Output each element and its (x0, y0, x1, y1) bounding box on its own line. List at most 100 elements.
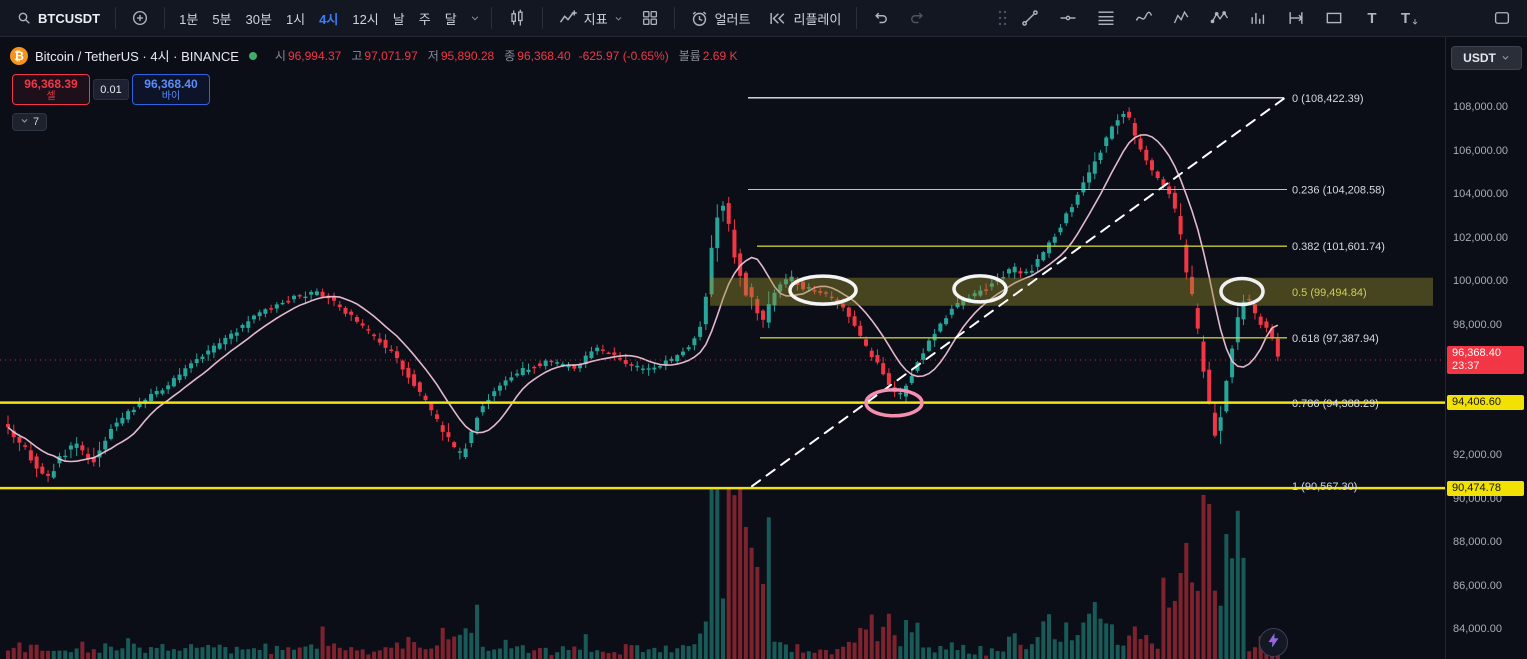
close-label: 종 (504, 49, 516, 63)
open-label: 시 (274, 49, 286, 63)
buy-label: 바이 (161, 90, 181, 102)
ellipse-annotation (864, 388, 924, 418)
volume-layer (6, 489, 1280, 659)
sell-button[interactable]: 96,368.39 셀 (12, 74, 90, 105)
current-price-badge: 96,368.40 23:37 (1447, 345, 1524, 374)
open-value: 96,994.37 (287, 48, 342, 63)
interval-button-5분[interactable]: 5분 (212, 11, 232, 27)
candlestick-icon (507, 8, 527, 28)
chevron-down-icon (1501, 51, 1510, 65)
replay-button[interactable]: 리플레이 (760, 4, 849, 32)
replay-label: 리플레이 (793, 11, 842, 27)
undo-button[interactable] (864, 4, 898, 32)
ellipse-annotation (1219, 276, 1265, 307)
price-tick: 84,000.00 (1453, 623, 1502, 635)
quick-action-button[interactable] (1259, 628, 1288, 657)
fib-retracement-tool-button[interactable] (1089, 4, 1123, 32)
buy-button[interactable]: 96,368.40 바이 (132, 74, 210, 105)
toolbar-separator (541, 7, 543, 29)
anchored-text-tool-button[interactable]: T (1393, 4, 1427, 32)
chart-style-button[interactable] (499, 4, 535, 32)
interval-button-1시[interactable]: 1시 (285, 11, 306, 27)
drawings-layer: 0 (108,422.39) 0.236 (104,208.58) 0.382 (1… (0, 93, 1445, 493)
xabcd-pattern-tool-button[interactable] (1203, 4, 1237, 32)
price-tick: 108,000.00 (1453, 101, 1509, 113)
alert-label: 얼러트 (714, 11, 751, 27)
interval-button-4시[interactable]: 4시 (319, 11, 339, 27)
object-tree-chip[interactable]: 7 (12, 113, 48, 131)
toolbar-drag-handle-icon[interactable] (995, 4, 1009, 32)
compare-add-button[interactable] (123, 4, 157, 32)
ellipse-annotation (952, 274, 1008, 304)
grid-layout-icon (641, 9, 659, 27)
low-label: 저 (427, 49, 439, 63)
candles-layer (6, 107, 1280, 483)
fib-label: 1 (90,567.30) (1292, 481, 1357, 493)
price-axis[interactable]: USDT 108,000.00 106,000.00 104,000.00 102,0… (1445, 37, 1527, 659)
chevron-down-icon (470, 13, 480, 23)
layout-grid-button[interactable] (633, 4, 667, 32)
volume-label: 볼륨 (678, 49, 701, 63)
indicators-label: 지표 (583, 11, 608, 27)
alert-level-badge: 90,474.78 (1447, 480, 1524, 496)
alert-button[interactable]: 얼러트 (682, 4, 759, 32)
interval-button-12시[interactable]: 12시 (352, 11, 379, 27)
currency-label: USDT (1463, 51, 1496, 65)
interval-button-주[interactable]: 주 (418, 11, 431, 27)
forecast-bars-tool-button[interactable] (1241, 4, 1275, 32)
bitcoin-logo-icon: ₿ (10, 46, 28, 65)
chart-canvas[interactable]: 0 (108,422.39) 0.236 (104,208.58) 0.382 (1… (0, 37, 1445, 659)
symbol-title[interactable]: Bitcoin / TetherUS · 4시 · BINANCE (35, 49, 239, 64)
volume-value: 2.69 K (702, 48, 738, 63)
trade-panel: 96,368.39 셀 0.01 96,368.40 바이 (12, 74, 210, 105)
trendline-drawing (751, 96, 1286, 488)
price-tick: 100,000.00 (1453, 275, 1509, 287)
price-tick: 106,000.00 (1453, 144, 1509, 157)
wave-brush-tool-button[interactable] (1127, 4, 1161, 32)
toolbar-separator (490, 7, 492, 29)
ma-line-layer (7, 134, 1279, 463)
replay-rewind-icon (768, 9, 787, 28)
quantity-field[interactable]: 0.01 (93, 79, 129, 100)
redo-button[interactable] (900, 4, 934, 32)
interval-button-날[interactable]: 날 (392, 11, 405, 27)
sell-price: 96,368.39 (24, 76, 78, 91)
symbol-search-button[interactable]: BTCUSDT (8, 4, 108, 32)
date-range-tool-button[interactable] (1279, 4, 1313, 32)
elliott-pattern-tool-button[interactable] (1165, 4, 1199, 32)
search-icon (16, 10, 32, 26)
indicators-button[interactable]: 지표 (550, 4, 631, 32)
toolbar-separator (164, 7, 166, 29)
trend-line-tool-button[interactable] (1013, 4, 1047, 32)
undo-arrow-icon (872, 9, 890, 27)
text-tool-tool-button[interactable]: T (1367, 9, 1377, 27)
low-value: 95,890.28 (440, 48, 495, 63)
close-value: 96,368.40 (517, 48, 571, 63)
currency-toggle-button[interactable]: USDT (1451, 46, 1522, 70)
fib-label: 0.5 (99,494.84) (1292, 287, 1367, 299)
sell-label: 셀 (46, 90, 56, 102)
lightning-icon (1266, 632, 1281, 653)
interval-button-30분[interactable]: 30분 (245, 11, 272, 27)
ma-line (7, 134, 1279, 463)
horizontal-line-tool-button[interactable] (1051, 4, 1085, 32)
price-tick: 104,000.00 (1453, 188, 1509, 200)
interval-button-달[interactable]: 달 (444, 11, 457, 27)
interval-button-1분[interactable]: 1분 (179, 11, 199, 27)
fib-label: 0.786 (94,388.29) (1292, 398, 1379, 410)
price-tick: 92,000.00 (1453, 449, 1502, 461)
high-label: 고 (351, 49, 363, 63)
market-status-icon[interactable] (248, 51, 257, 60)
symbol-label: BTCUSDT (38, 10, 101, 26)
rectangle-shape-tool-button[interactable] (1317, 4, 1351, 32)
window-button[interactable] (1485, 4, 1519, 32)
price-tick: 86,000.00 (1453, 579, 1502, 592)
indicator-chart-icon (558, 8, 578, 28)
interval-dropdown-button[interactable] (466, 4, 484, 32)
price-tick: 88,000.00 (1453, 536, 1502, 548)
high-value: 97,071.97 (364, 48, 418, 63)
change-value: -625.97 (-0.65%) (578, 48, 669, 63)
symbol-header: ₿ Bitcoin / TetherUS · 4시 · BINANCE 시 96,… (10, 46, 738, 65)
